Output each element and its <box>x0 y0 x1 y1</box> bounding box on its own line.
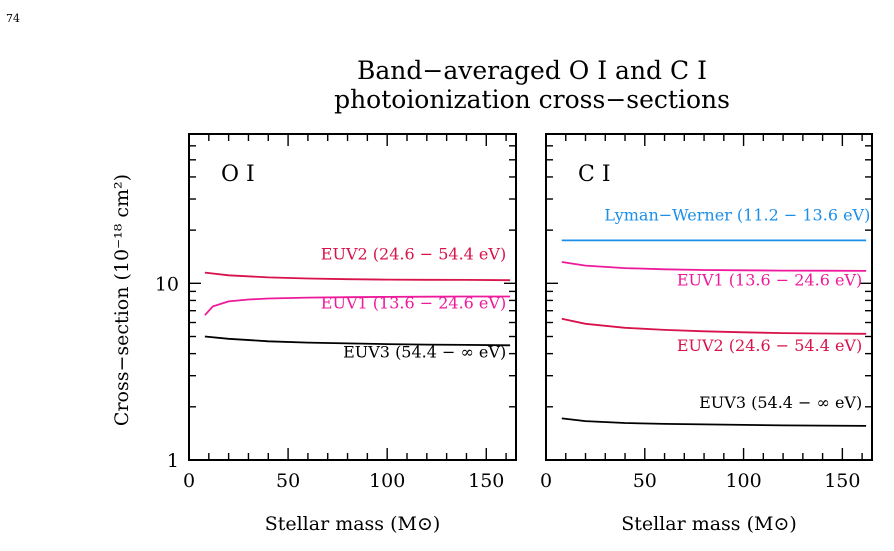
panel-label: C I <box>578 162 611 187</box>
y-tick-label: 1 <box>167 450 179 472</box>
x-tick-label: 0 <box>183 470 195 492</box>
chart-title-line: photoionization cross−sections <box>334 85 730 114</box>
x-axis-label: Stellar mass (M⊙) <box>621 513 797 535</box>
panel-label: O I <box>221 162 255 187</box>
series-label: Lyman−Werner (11.2 − 13.6 eV) <box>604 205 870 224</box>
chart-title-line: Band−averaged O I and C I <box>357 56 707 85</box>
y-axis-label: Cross−section (10⁻¹⁸ cm²) <box>111 174 133 426</box>
series-line <box>204 271 511 282</box>
x-tick-label: 150 <box>824 470 860 492</box>
y-tick-label: 10 <box>155 273 179 295</box>
series-label: EUV1 (13.6 − 24.6 eV) <box>321 293 506 312</box>
series-label: EUV2 (24.6 − 54.4 eV) <box>677 336 862 355</box>
x-tick-label: 150 <box>468 470 504 492</box>
page-number: 74 <box>6 12 20 25</box>
x-tick-label: 100 <box>725 470 761 492</box>
x-tick-label: 0 <box>540 470 552 492</box>
x-tick-label: 50 <box>276 470 300 492</box>
plot-frame <box>188 133 517 461</box>
series-line <box>561 317 867 335</box>
series-label: EUV3 (54.4 − ∞ eV) <box>699 393 862 412</box>
series-line <box>561 417 867 427</box>
x-axis-label: Stellar mass (M⊙) <box>265 513 441 535</box>
series-label: EUV1 (13.6 − 24.6 eV) <box>677 271 862 290</box>
series-label: EUV3 (54.4 − ∞ eV) <box>343 342 506 361</box>
plot-frame <box>545 133 873 461</box>
chart-title: Band−averaged O I and C Iphotoionization… <box>334 56 730 114</box>
x-tick-label: 50 <box>633 470 657 492</box>
x-tick-label: 100 <box>369 470 405 492</box>
series-line <box>204 295 511 316</box>
series-line <box>561 261 867 272</box>
series-line <box>204 335 511 347</box>
panel-oi: 0 50 100 150 1 10 O I Stellar mass (M⊙) EUV2 (24… <box>155 133 517 535</box>
series-label: EUV2 (24.6 − 54.4 eV) <box>321 245 506 264</box>
panel-ci: 0 50 100 150 C I Stellar mass (M⊙) Lyman−Werne… <box>540 133 873 535</box>
